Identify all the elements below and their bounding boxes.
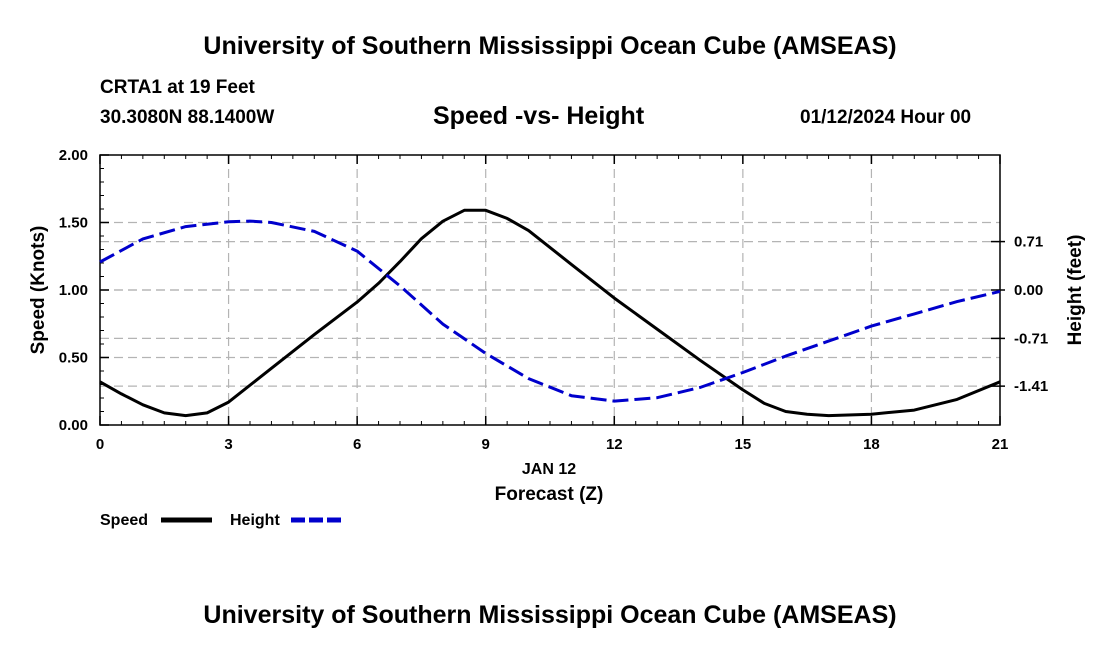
axes: 0 3 6 9 12 15 18 21 0.00 0.50 1.00 1.50 2.00 -1.41 -0.…: [59, 147, 1048, 453]
y-tick-label: 1.50: [59, 215, 88, 232]
y2-tick-label: -1.41: [1014, 378, 1048, 395]
grid-lines: [100, 155, 1000, 425]
x-tick-label: 18: [863, 436, 880, 453]
legend-speed-label: Speed: [100, 512, 148, 529]
x-tick-label: 3: [224, 436, 232, 453]
y2-axis-title: Height (feet): [1065, 235, 1086, 346]
height-series-line: [99, 219, 1001, 403]
y-tick-label: 2.00: [59, 147, 88, 164]
y-tick-label: 0.50: [59, 350, 88, 367]
legend-height-label: Height: [230, 512, 280, 529]
x-tick-label: 12: [606, 436, 623, 453]
y2-tick-label: 0.71: [1014, 234, 1043, 251]
x-tick-label: 15: [735, 436, 752, 453]
y-axis-title: Speed (Knots): [28, 226, 49, 355]
station-name: CRTA1 at 19 Feet: [100, 77, 255, 98]
forecast-datetime: 01/12/2024 Hour 00: [800, 107, 972, 128]
x-tick-label: 6: [353, 436, 361, 453]
page-title: University of Southern Mississippi Ocean…: [203, 32, 897, 60]
y2-tick-label: 0.00: [1014, 282, 1043, 299]
x-tick-label: 9: [482, 436, 490, 453]
y-tick-label: 1.00: [59, 282, 88, 299]
legend: Speed Height: [100, 512, 342, 529]
x-axis-title: Forecast (Z): [495, 484, 604, 505]
station-coordinates: 30.3080N 88.1400W: [100, 107, 275, 128]
footer-title: University of Southern Mississippi Ocean…: [203, 601, 897, 629]
chart-title: Speed -vs- Height: [433, 102, 645, 130]
y2-tick-label: -0.71: [1014, 330, 1048, 347]
speed-series-line: [99, 208, 1001, 418]
x-tick-label: 0: [96, 436, 104, 453]
series: [99, 208, 1001, 418]
y-tick-label: 0.00: [59, 417, 88, 434]
x-axis-date-label: JAN 12: [522, 461, 576, 478]
x-tick-label: 21: [992, 436, 1009, 453]
